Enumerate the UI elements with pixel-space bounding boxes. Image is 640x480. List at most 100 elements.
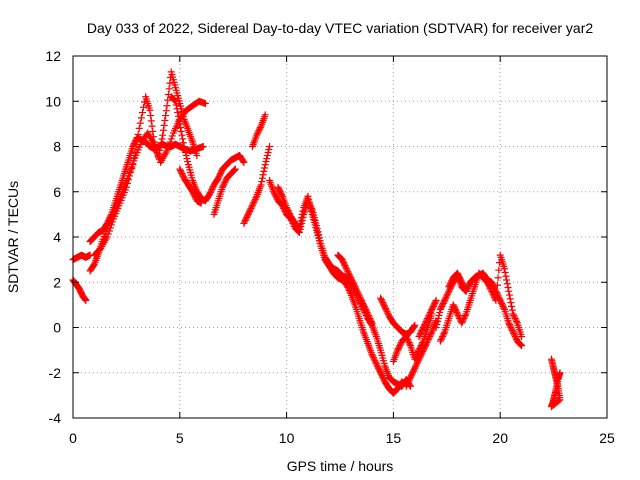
- data-point: [157, 143, 165, 150]
- data-point: [221, 179, 229, 187]
- data-point: [415, 333, 423, 341]
- data-point: [174, 109, 182, 117]
- data-point: [161, 116, 169, 124]
- data-point: [460, 283, 468, 291]
- data-point: [357, 295, 365, 303]
- data-point: [160, 121, 168, 129]
- data-point: [255, 127, 263, 135]
- data-point: [375, 366, 383, 374]
- data-point: [503, 276, 511, 284]
- data-point: [177, 168, 185, 176]
- data-point: [340, 260, 348, 268]
- data-point: [364, 311, 372, 319]
- data-point: [177, 167, 185, 175]
- data-point: [346, 272, 354, 280]
- data-point: [418, 349, 426, 357]
- data-point: [231, 166, 239, 174]
- data-point: [261, 161, 269, 169]
- data-point: [360, 302, 368, 310]
- data-point: [308, 207, 316, 215]
- data-point: [439, 301, 447, 309]
- data-point: [284, 207, 292, 215]
- data-point: [404, 378, 412, 386]
- data-point: [190, 191, 198, 199]
- data-point: [402, 382, 410, 390]
- data-point: [510, 331, 518, 339]
- y-tick-label: -4: [49, 410, 62, 426]
- data-point: [431, 298, 439, 306]
- data-point: [486, 284, 494, 292]
- data-point: [407, 372, 415, 380]
- data-point: [451, 305, 459, 313]
- data-point: [443, 292, 451, 300]
- data-point: [383, 308, 391, 316]
- data-point: [283, 204, 291, 212]
- data-point: [397, 379, 405, 387]
- data-point: [453, 310, 461, 318]
- data-point: [404, 336, 412, 344]
- data-point: [90, 261, 98, 269]
- data-point: [377, 294, 385, 302]
- data-point: [252, 194, 260, 202]
- data-point: [436, 308, 444, 316]
- data-point: [384, 309, 392, 317]
- data-point: [410, 322, 418, 330]
- data-point: [208, 185, 216, 193]
- data-point: [379, 373, 387, 381]
- data-point: [216, 171, 224, 179]
- data-point: [517, 341, 525, 349]
- data-point: [351, 283, 359, 291]
- data-point: [178, 131, 186, 139]
- data-point: [348, 277, 356, 285]
- data-point: [456, 275, 464, 283]
- data-point: [163, 147, 171, 155]
- data-point: [418, 327, 426, 335]
- data-point: [272, 192, 280, 200]
- data-point: [459, 281, 467, 289]
- data-point: [424, 337, 432, 345]
- data-point: [256, 125, 264, 133]
- data-point: [275, 186, 283, 194]
- data-point: [461, 311, 469, 319]
- data-point: [417, 351, 425, 359]
- data-point: [191, 192, 199, 200]
- data-point: [135, 124, 143, 132]
- data-point: [181, 149, 189, 157]
- data-point: [491, 293, 499, 301]
- data-point: [256, 124, 264, 132]
- data-point: [411, 363, 419, 371]
- data-point: [425, 311, 433, 319]
- data-point: [257, 181, 265, 189]
- data-point: [350, 281, 358, 289]
- data-point: [273, 194, 281, 202]
- data-point: [501, 268, 509, 276]
- data-point: [152, 146, 160, 154]
- data-point: [241, 216, 249, 224]
- data-point: [427, 307, 435, 315]
- data-point: [357, 296, 365, 304]
- data-point: [369, 352, 377, 360]
- data-point: [157, 139, 165, 147]
- data-point: [423, 339, 431, 347]
- data-point: [266, 143, 274, 150]
- data-point: [215, 173, 223, 181]
- data-point: [382, 305, 390, 313]
- data-point: [178, 170, 186, 178]
- data-point: [189, 189, 197, 197]
- data-point: [410, 366, 418, 374]
- data-point: [422, 317, 430, 325]
- data-point: [248, 203, 256, 211]
- data-point: [277, 189, 285, 197]
- data-point: [460, 314, 468, 322]
- data-point: [377, 370, 385, 378]
- data-point: [380, 302, 388, 310]
- data-point: [176, 165, 184, 173]
- data-point: [378, 372, 386, 380]
- data-point: [513, 317, 521, 325]
- data-point: [431, 299, 439, 307]
- y-tick-label: 2: [53, 274, 61, 290]
- data-point: [394, 346, 402, 354]
- data-point: [364, 310, 372, 318]
- data-point: [240, 219, 248, 227]
- data-point: [439, 331, 447, 339]
